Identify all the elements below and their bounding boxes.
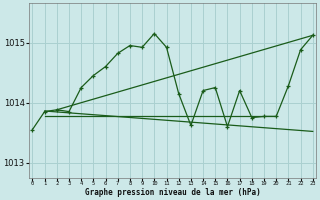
X-axis label: Graphe pression niveau de la mer (hPa): Graphe pression niveau de la mer (hPa): [85, 188, 260, 197]
